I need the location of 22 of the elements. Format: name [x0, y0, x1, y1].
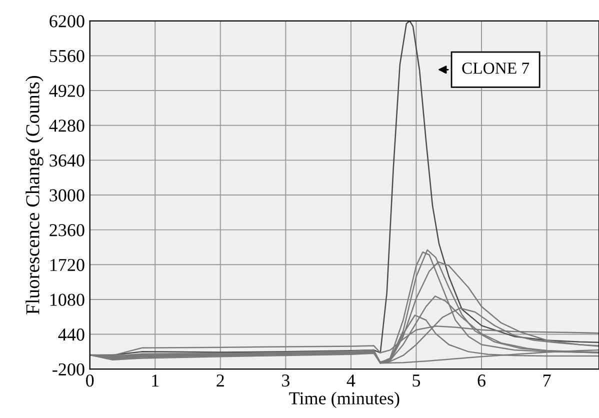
x-tick-label: 5 [412, 374, 420, 387]
annotation: CLONE 7 [462, 62, 530, 74]
y-tick-label: 4280 [49, 120, 84, 132]
y-tick-label: 6200 [50, 15, 84, 28]
x-tick-label: 1 [152, 374, 159, 386]
x-tick-label: 7 [543, 374, 551, 386]
x-tick-label: 3 [282, 374, 290, 387]
y-tick-label: 2360 [50, 224, 84, 236]
y-tick-label: 3640 [50, 154, 84, 167]
y-tick-label: 440 [58, 328, 84, 341]
x-tick-label: 0 [86, 374, 94, 387]
x-tick-label: 2 [216, 374, 224, 386]
y-axis-title: Fluorescence Change (Counts) [26, 76, 44, 314]
y-tick-label: 5560 [50, 50, 84, 62]
y-tick-label: 3000 [50, 189, 84, 202]
x-tick-label: 6 [478, 374, 486, 387]
y-tick-label: 1080 [50, 294, 84, 306]
y-tick-label: 1720 [50, 258, 84, 272]
x-axis-title: Time (minutes) [289, 392, 400, 408]
y-tick-label: -200 [52, 363, 84, 376]
y-tick-label: 4920 [49, 84, 84, 97]
x-tick-label: 4 [346, 374, 356, 386]
